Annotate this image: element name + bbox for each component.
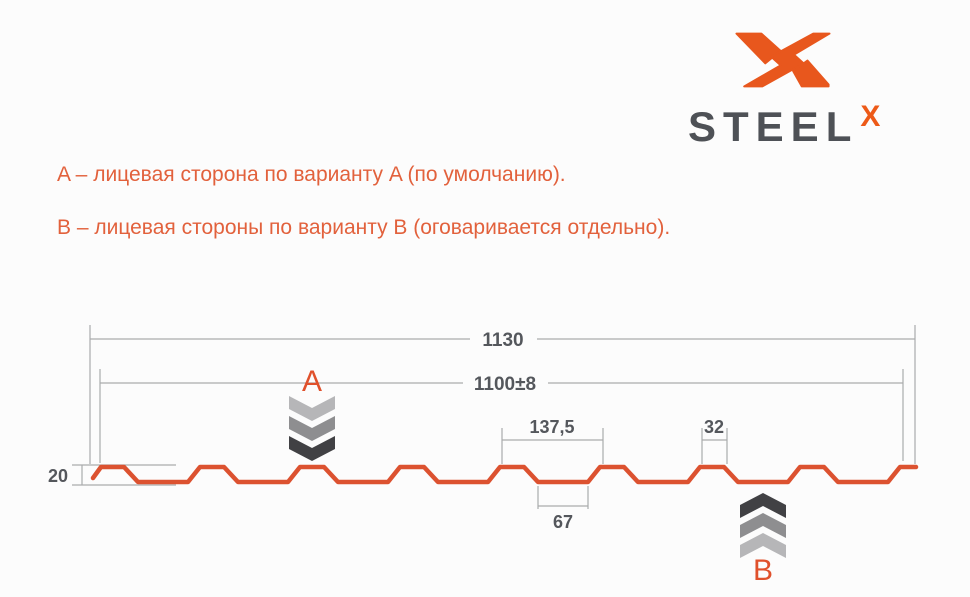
chevron-up-icon <box>740 493 786 518</box>
dim-label-rib-pitch: 137,5 <box>529 417 574 437</box>
dim-valley: 67 <box>537 486 589 532</box>
dim-label-height: 20 <box>48 466 68 486</box>
dim-label-valley: 67 <box>553 512 573 532</box>
x-mark-link-band <box>743 32 831 88</box>
x-mark-shapes <box>735 32 831 88</box>
brand-sup-x: X <box>860 100 881 133</box>
marker-a-letter: A <box>302 365 322 398</box>
dim-rib-top: 32 <box>701 417 728 464</box>
brand-name: STEEL <box>688 103 859 150</box>
dim-label-cover-width: 1100±8 <box>474 374 536 395</box>
chevron-down-icon <box>289 436 335 461</box>
profile-outline <box>90 464 919 485</box>
chevron-up-icon <box>740 513 786 538</box>
note-line-b: B – лицевая стороны по варианту B (огова… <box>57 216 671 239</box>
marker-side-a: A <box>289 365 335 461</box>
marker-side-b: B <box>740 493 786 587</box>
dim-overall-width: 1130 <box>89 325 916 464</box>
logo-text: STEEL X <box>688 102 880 150</box>
dim-label-overall-width: 1130 <box>482 330 523 351</box>
dim-label-rib-top: 32 <box>704 417 724 437</box>
dim-cover-width: 1100±8 <box>99 369 904 463</box>
dim-rib-pitch: 137,5 <box>501 417 604 464</box>
note-line-a: A – лицевая сторона по варианту A (по ум… <box>57 163 566 186</box>
chevron-down-icon <box>289 396 335 421</box>
chevron-up-icon <box>740 533 786 558</box>
steelx-logo-icon <box>735 32 831 88</box>
x-mark-bottom-right-arm <box>792 59 830 88</box>
chevron-down-icon <box>289 416 335 441</box>
marker-b-letter: B <box>753 554 773 587</box>
